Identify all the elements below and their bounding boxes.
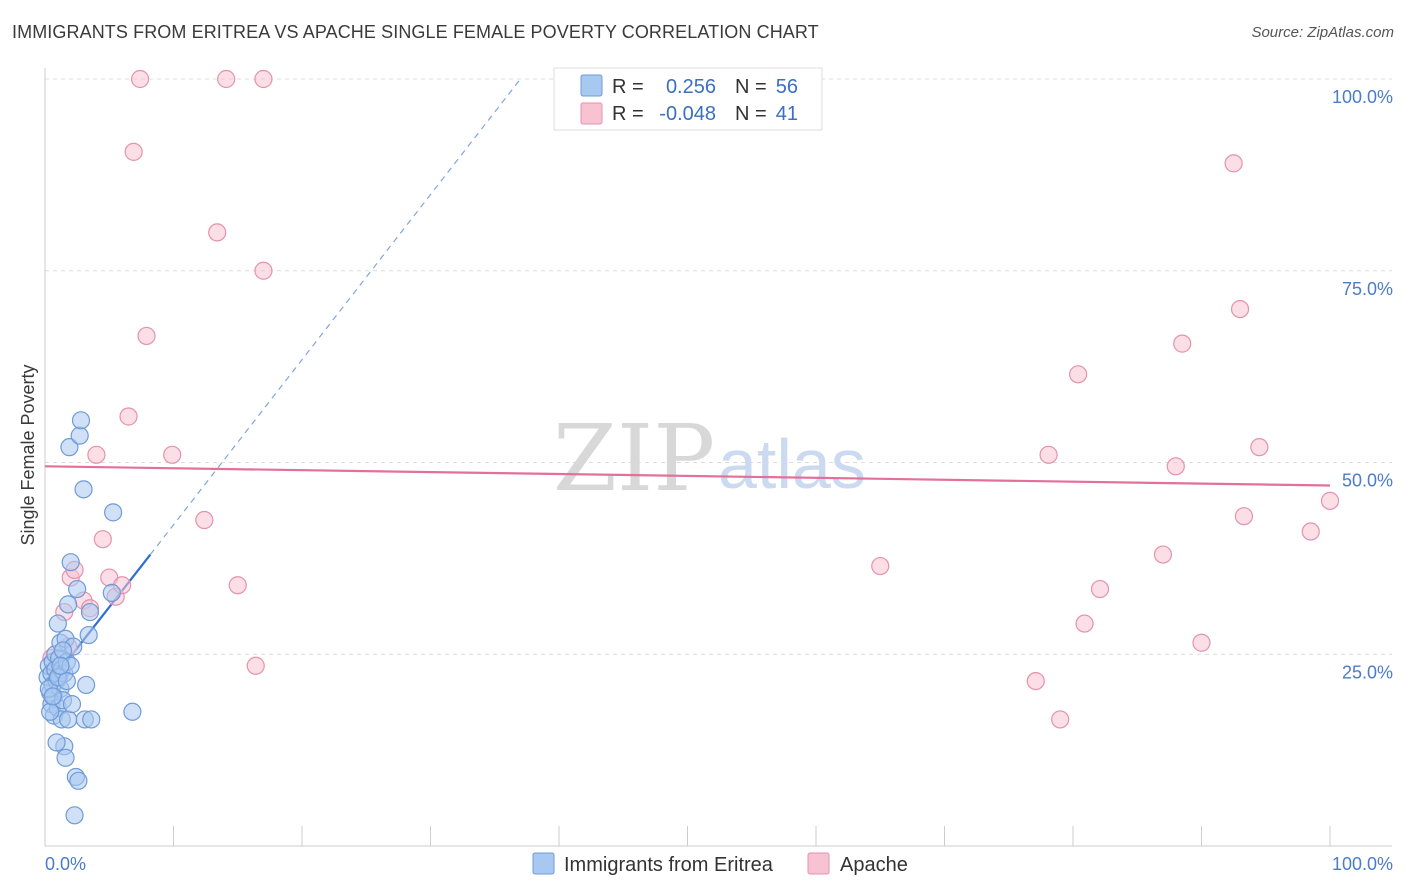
grid-lines xyxy=(45,78,1392,655)
eritrea-point xyxy=(65,806,84,825)
apache-point xyxy=(1250,438,1269,457)
legend-n-label: N = xyxy=(735,76,767,98)
chart-title: IMMIGRANTS FROM ERITREA VS APACHE SINGLE… xyxy=(12,22,819,42)
y-tick-labels: 25.0% 50.0% 75.0% 100.0% xyxy=(1332,87,1393,682)
eritrea-point xyxy=(41,702,60,721)
apache-point xyxy=(1039,445,1058,464)
apache-point xyxy=(1301,522,1320,541)
apache-point xyxy=(1153,545,1173,564)
eritrea-point xyxy=(51,656,70,675)
apache-point xyxy=(1320,491,1340,510)
apache-point xyxy=(93,530,112,549)
eritrea-point xyxy=(82,710,101,729)
apache-point xyxy=(1166,457,1185,476)
legend-n-value: 41 xyxy=(776,103,798,125)
apache-trend-line xyxy=(44,465,1331,487)
legend-r-label: R = xyxy=(612,103,644,125)
eritrea-point xyxy=(69,771,88,790)
apache-point xyxy=(119,407,138,426)
apache-point xyxy=(217,69,236,89)
y-tick-label: 75.0% xyxy=(1342,279,1393,299)
eritrea-trend-extension xyxy=(149,78,521,555)
data-points xyxy=(38,69,1340,825)
legend-r-value: -0.048 xyxy=(659,103,716,125)
apache-point xyxy=(1069,365,1088,384)
apache-point xyxy=(254,261,273,280)
y-axis-label: Single Female Poverty xyxy=(18,364,38,545)
apache-point xyxy=(208,223,227,242)
apache-point xyxy=(1224,154,1243,173)
eritrea-point xyxy=(43,687,62,706)
apache-point xyxy=(1234,507,1254,526)
apache-point xyxy=(254,69,273,89)
eritrea-point xyxy=(59,710,78,729)
legend-n-label: N = xyxy=(735,103,767,125)
x-tick-labels: 0.0% 100.0% xyxy=(45,854,1393,874)
eritrea-point xyxy=(68,579,87,599)
eritrea-point xyxy=(123,702,142,721)
chart-source: Source: ZipAtlas.com xyxy=(1251,24,1394,41)
apache-point xyxy=(195,510,214,530)
x-tick-label: 0.0% xyxy=(45,854,86,874)
legend-top: R = 0.256 N = 56 R = -0.048 N = 41 xyxy=(553,67,823,131)
apache-point xyxy=(871,556,890,576)
apache-point xyxy=(1026,671,1045,691)
eritrea-point xyxy=(77,675,96,695)
legend-bottom: Immigrants from Eritrea Apache xyxy=(532,852,908,876)
eritrea-point xyxy=(61,553,80,572)
legend-row-eritrea: R = 0.256 N = 56 xyxy=(580,74,798,98)
apache-point xyxy=(137,326,156,346)
eritrea-point xyxy=(57,671,76,691)
eritrea-point xyxy=(47,733,66,752)
eritrea-point xyxy=(79,625,98,645)
apache-point xyxy=(124,142,143,161)
y-tick-label: 100.0% xyxy=(1332,87,1393,107)
eritrea-point xyxy=(53,641,73,660)
apache-point xyxy=(1230,300,1250,319)
apache-point xyxy=(1090,579,1110,599)
eritrea-point xyxy=(102,583,121,602)
apache-point xyxy=(1173,334,1192,353)
legend-n-value: 56 xyxy=(776,76,798,98)
y-tick-label: 25.0% xyxy=(1342,662,1393,682)
legend-row-apache: R = -0.048 N = 41 xyxy=(580,102,798,125)
watermark-atlas: atlas xyxy=(718,425,866,503)
legend-swatch-eritrea xyxy=(580,74,603,97)
eritrea-point xyxy=(71,411,91,430)
legend-bottom-label-eritrea: Immigrants from Eritrea xyxy=(564,854,774,876)
apache-point xyxy=(163,445,182,464)
eritrea-point xyxy=(74,480,93,499)
legend-swatch-apache xyxy=(580,102,603,125)
x-tick-label: 100.0% xyxy=(1332,854,1393,874)
legend-bottom-label-apache: Apache xyxy=(840,854,908,876)
apache-point xyxy=(130,69,150,89)
eritrea-point xyxy=(59,595,78,614)
legend-r-value: 0.256 xyxy=(666,76,716,98)
apache-point xyxy=(87,445,106,464)
eritrea-point xyxy=(60,438,79,457)
eritrea-point xyxy=(56,748,75,767)
axes xyxy=(44,68,1392,847)
eritrea-point xyxy=(104,503,123,522)
eritrea-point xyxy=(80,602,100,622)
watermark: ZIP atlas xyxy=(553,405,866,512)
legend-bottom-swatch-eritrea xyxy=(532,852,555,875)
eritrea-point xyxy=(62,695,82,714)
apache-point xyxy=(246,656,265,675)
eritrea-point xyxy=(70,426,89,445)
watermark-zip: ZIP xyxy=(553,405,715,512)
legend-r-label: R = xyxy=(612,76,644,98)
legend-bottom-swatch-apache xyxy=(807,852,830,875)
apache-point xyxy=(1051,710,1070,729)
eritrea-point xyxy=(48,614,67,633)
y-tick-label: 50.0% xyxy=(1342,471,1393,491)
apache-point xyxy=(1192,633,1211,652)
apache-point xyxy=(1075,614,1094,633)
apache-point xyxy=(228,576,247,595)
